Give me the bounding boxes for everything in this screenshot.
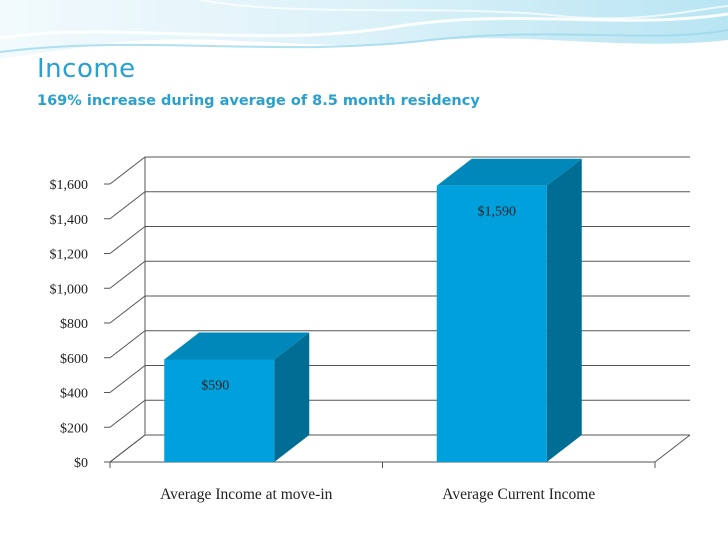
y-tick-label: $600 [60,352,88,367]
bar-side [274,332,310,462]
bar-top [436,158,582,186]
bar-side [546,158,582,463]
y-tick-label: $0 [74,456,88,471]
gridline-depth [109,260,146,289]
y-tick-label: $400 [60,387,88,402]
y-tick-label: $1,000 [50,282,89,297]
slide-title: Income [37,54,136,84]
y-tick-label: $1,600 [50,178,89,193]
bar [164,359,275,462]
data-label: $1,590 [478,205,517,220]
x-category-label: Average Income at move-in [160,486,333,503]
slide-subtitle: 169% increase during average of 8.5 mont… [37,93,480,109]
gridline-depth [109,399,146,428]
y-tick-label: $800 [60,317,88,332]
gridline-depth [109,191,146,220]
gridline-depth [109,434,146,463]
gridline-depth [109,156,146,185]
gridline-depth [109,365,146,393]
bar [436,185,547,463]
y-tick-label: $1,200 [50,248,89,263]
y-tick-label: $200 [60,421,88,436]
floor-depth-right [654,434,691,463]
gridline-depth [109,330,146,359]
x-category-label: Average Current Income [442,486,595,503]
gridline-depth [109,226,146,254]
header-wave-banner [0,0,728,58]
bar-top [164,332,310,360]
data-label: $590 [201,378,229,393]
gridline-depth [109,295,146,324]
y-tick-label: $1,400 [50,213,89,228]
